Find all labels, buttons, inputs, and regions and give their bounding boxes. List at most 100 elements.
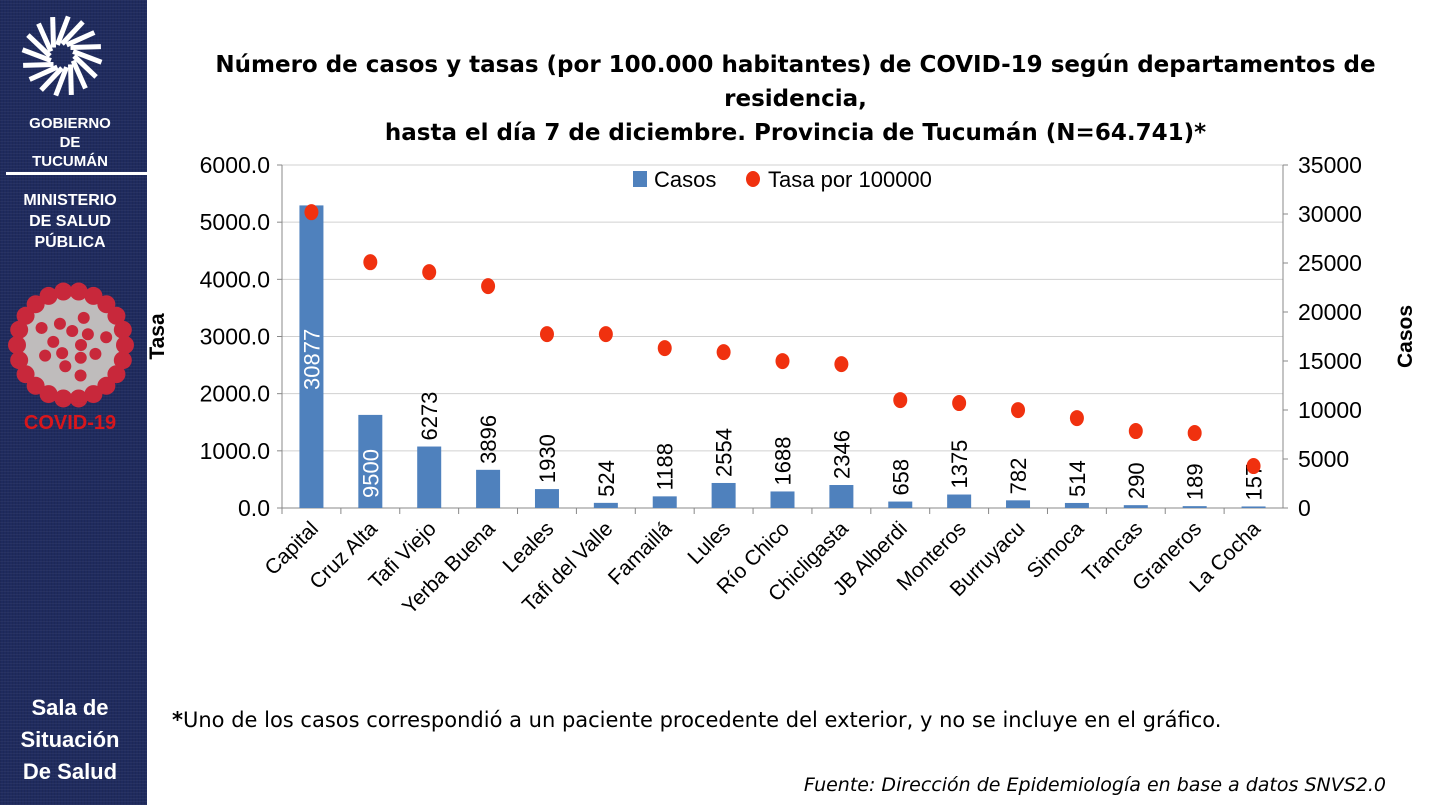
legend-swatch-tasa xyxy=(746,171,760,187)
y-right-tick-label: 5000 xyxy=(1298,446,1349,472)
bar-casos xyxy=(829,485,854,508)
sala-line: Sala de xyxy=(31,695,109,720)
bar-data-label: 658 xyxy=(888,459,913,496)
virus-spike xyxy=(107,306,126,325)
virus-spike xyxy=(26,295,45,314)
sala-line: Situación xyxy=(20,727,120,752)
bar-casos xyxy=(1182,506,1207,508)
bar-data-label: 1375 xyxy=(947,440,972,489)
logo-ray xyxy=(70,59,88,90)
bar-data-label: 514 xyxy=(1065,460,1090,497)
virus-spike xyxy=(81,328,94,341)
dot-tasa xyxy=(1069,410,1084,427)
logo-ray xyxy=(23,61,54,68)
virus-spike xyxy=(8,336,26,354)
virus-icon xyxy=(8,282,134,408)
logo-ray xyxy=(26,33,52,58)
bar-data-label: 2346 xyxy=(829,430,854,479)
y-right-tick-label: 0 xyxy=(1298,495,1311,521)
dot-tasa xyxy=(481,278,496,295)
ministry-line: DE SALUD xyxy=(29,213,111,230)
virus-spike xyxy=(54,389,73,408)
virus-spike xyxy=(10,351,29,370)
bar-casos xyxy=(711,482,736,508)
title-line: Número de casos y tasas (por 100.000 hab… xyxy=(215,52,1376,112)
bar-casos xyxy=(888,501,913,508)
virus-spike xyxy=(16,365,35,384)
legend-swatch-casos xyxy=(633,171,647,187)
dot-tasa xyxy=(657,340,672,357)
bar-data-label: 290 xyxy=(1124,462,1149,499)
bar-data-label: 9500 xyxy=(358,449,383,498)
sala-line: De Salud xyxy=(22,759,118,784)
logo-ray xyxy=(67,64,74,95)
dot-tasa xyxy=(304,204,319,221)
bar-casos xyxy=(358,414,383,508)
virus-spike xyxy=(69,282,88,301)
x-tick-label: Famaillá xyxy=(604,517,677,590)
virus-spike xyxy=(35,321,48,334)
y-right-tick-label: 20000 xyxy=(1298,299,1362,325)
bar-data-label: 2554 xyxy=(712,428,737,477)
y-right-axis-label: Casos xyxy=(1394,305,1417,368)
bar-casos xyxy=(476,469,501,508)
y-left-tick-label: 3000.0 xyxy=(200,324,270,350)
logo-ray xyxy=(60,20,85,46)
y-right-tick-label: 15000 xyxy=(1298,348,1362,374)
bar-data-label: 782 xyxy=(1006,458,1031,495)
dot-tasa xyxy=(893,392,908,409)
bar-casos xyxy=(593,502,618,508)
dot-tasa xyxy=(1187,425,1202,442)
org-name: GOBIERNO DE TUCUMÁN xyxy=(0,114,140,171)
logo-ray xyxy=(21,47,52,63)
bar-data-label: 1930 xyxy=(535,434,560,483)
dot-tasa xyxy=(1011,402,1026,419)
bar-casos xyxy=(770,491,795,508)
dot-tasa xyxy=(775,353,790,370)
bar-data-label: 1188 xyxy=(653,443,678,490)
y-left-tick-label: 0.0 xyxy=(238,495,270,521)
virus-spike xyxy=(89,347,102,360)
virus-spike xyxy=(107,365,126,384)
bar-casos xyxy=(417,446,442,508)
ministry-name: MINISTERIO DE SALUD PÚBLICA xyxy=(0,190,140,253)
virus-spike xyxy=(74,351,87,364)
dot-tasa xyxy=(1246,458,1261,475)
legend-label-tasa: Tasa por 100000 xyxy=(768,167,932,192)
virus-spike xyxy=(66,325,79,338)
virus-spike xyxy=(84,385,103,404)
logo-ray xyxy=(72,49,103,65)
bar-data-label: 1688 xyxy=(771,437,796,486)
virus-spike xyxy=(39,286,58,305)
virus-spike xyxy=(77,311,90,324)
virus-spike xyxy=(75,339,87,351)
bar-data-label: 524 xyxy=(594,460,619,497)
virus-spike xyxy=(116,336,134,354)
footnote: *Uno de los casos correspondió a un paci… xyxy=(172,708,1221,732)
sala-situacion: Sala de Situación De Salud xyxy=(0,692,140,788)
ministry-line: PÚBLICA xyxy=(34,234,106,251)
dot-tasa xyxy=(422,264,437,281)
dot-tasa xyxy=(539,326,554,343)
dot-tasa xyxy=(1128,423,1143,440)
logo-ray xyxy=(36,22,54,53)
dot-tasa xyxy=(716,344,731,361)
dot-tasa xyxy=(834,356,849,373)
footnote-text: Uno de los casos correspondió a un pacie… xyxy=(182,708,1222,732)
y-left-tick-label: 5000.0 xyxy=(200,209,270,235)
virus-spike xyxy=(100,331,113,344)
legend-label-casos: Casos xyxy=(654,167,716,192)
virus-spike xyxy=(53,317,66,330)
divider xyxy=(6,172,147,175)
virus-spike xyxy=(47,335,60,348)
bar-data-label: 189 xyxy=(1183,463,1208,500)
logo-ray xyxy=(28,64,59,82)
dot-tasa xyxy=(952,395,967,412)
footnote-star: * xyxy=(172,708,183,732)
source: Fuente: Dirección de Epidemiología en ba… xyxy=(803,774,1386,796)
government-logo-icon xyxy=(21,15,103,97)
bar-casos xyxy=(1123,505,1148,508)
dot-tasa xyxy=(363,254,378,271)
bar-data-label: 30877 xyxy=(299,329,324,390)
y-left-tick-label: 1000.0 xyxy=(200,438,270,464)
